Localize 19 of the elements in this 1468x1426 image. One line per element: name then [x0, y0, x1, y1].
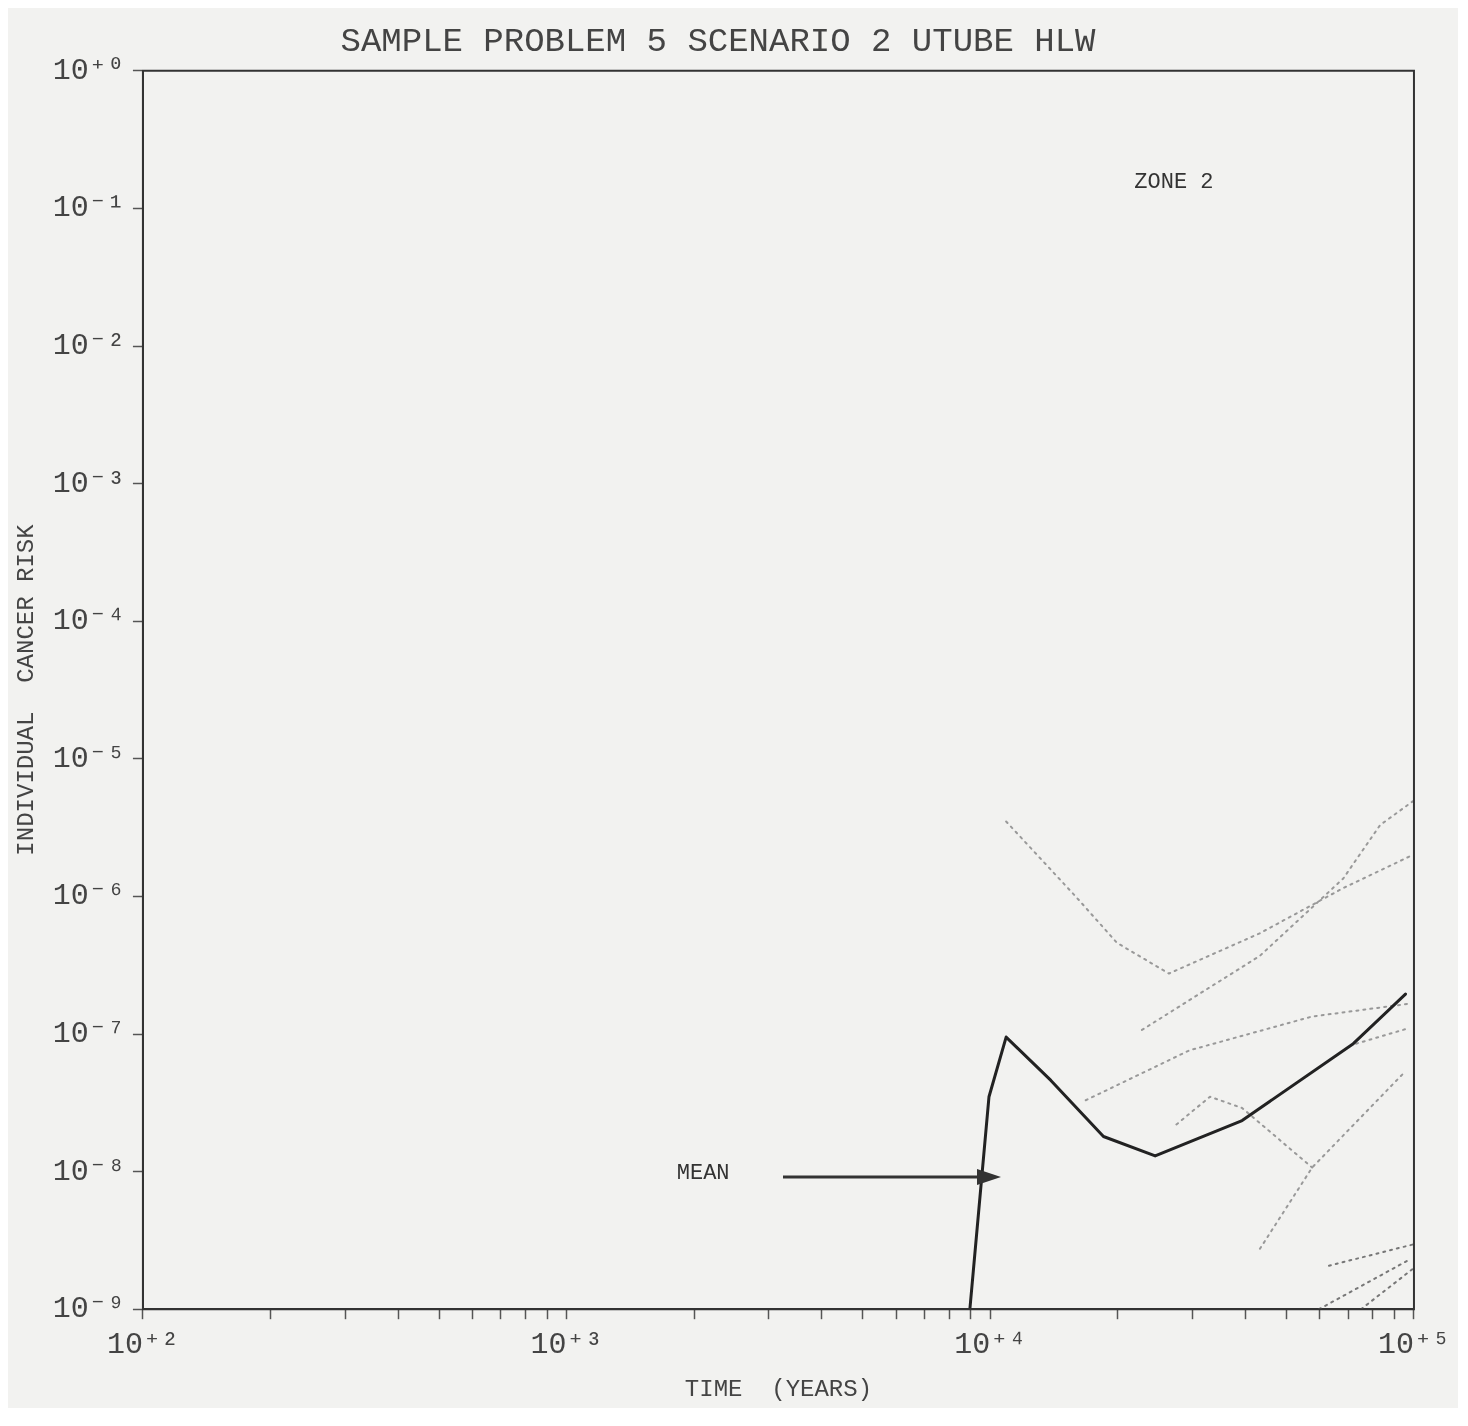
y-tick-label: 10⁻⁷ — [52, 1016, 125, 1051]
x-axis-title: TIME (YEARS) — [684, 1375, 873, 1403]
x-tick-label: 10⁺⁵ — [1377, 1328, 1450, 1363]
y-tick-label: 10⁻⁸ — [52, 1154, 125, 1189]
y-axis-title: INDIVIDUAL CANCER RISK — [12, 523, 40, 856]
x-tick-label: 10⁺² — [106, 1328, 179, 1363]
y-tick-label: 10⁻⁵ — [52, 741, 125, 776]
y-tick-label: 10⁻¹ — [52, 191, 125, 226]
annotation: ZONE 2 — [1134, 170, 1214, 196]
y-tick-label: 10⁺⁰ — [52, 53, 125, 88]
chart-title: SAMPLE PROBLEM 5 SCENARIO 2 UTUBE HLW — [340, 23, 1097, 62]
y-tick-label: 10⁻⁶ — [52, 879, 125, 914]
annotation: MEAN — [676, 1160, 730, 1186]
y-tick-label: 10⁻² — [52, 328, 125, 363]
y-tick-label: 10⁻³ — [52, 466, 125, 501]
x-tick-label: 10⁺³ — [530, 1328, 603, 1363]
x-tick-label: 10⁺⁴ — [954, 1328, 1027, 1363]
y-tick-label: 10⁻⁹ — [52, 1292, 125, 1327]
y-tick-label: 10⁻⁴ — [52, 604, 125, 639]
